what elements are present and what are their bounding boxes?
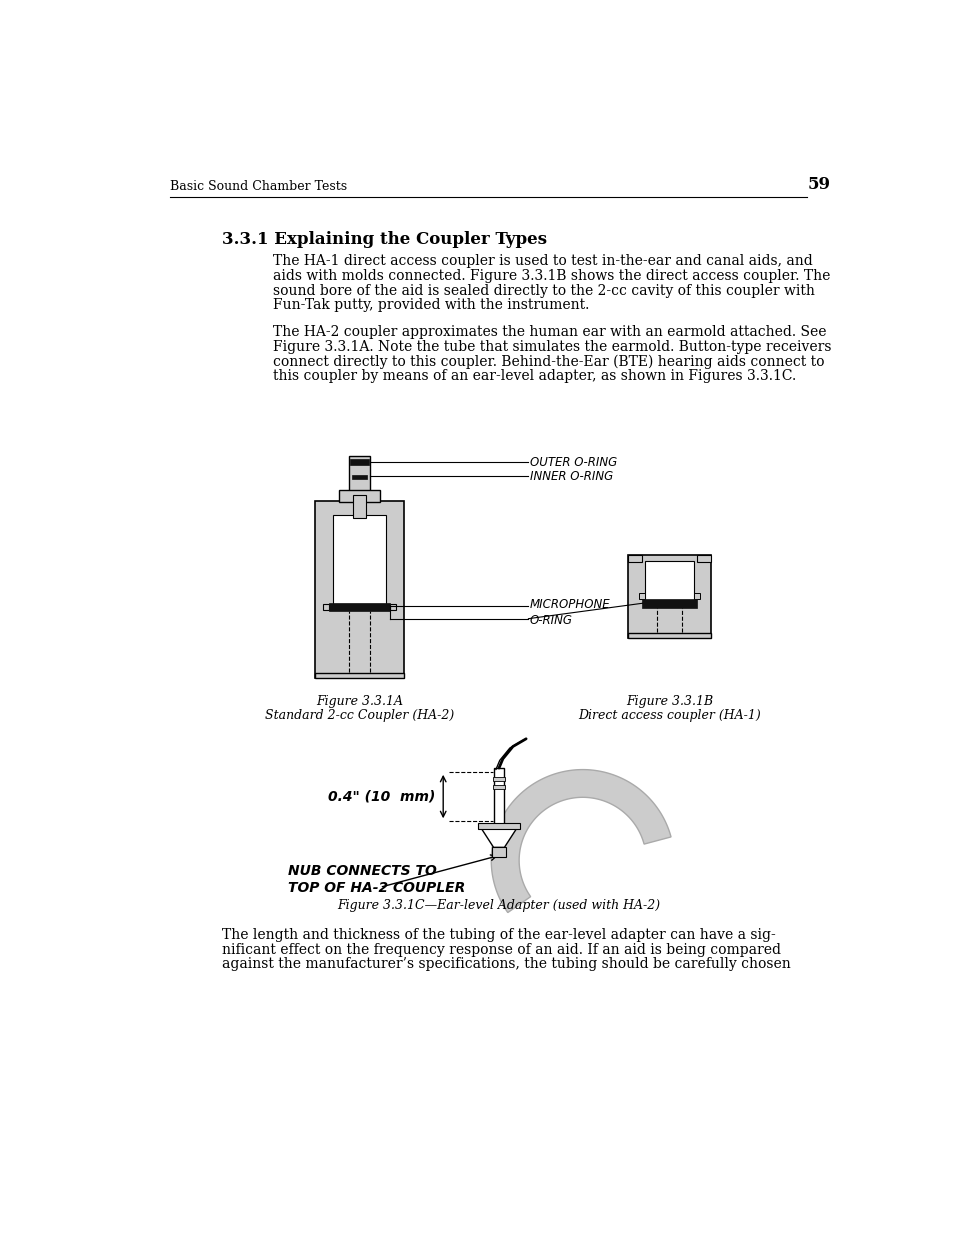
Bar	[628, 555, 710, 638]
Text: Basic Sound Chamber Tests: Basic Sound Chamber Tests	[171, 180, 347, 193]
Bar	[338, 490, 380, 503]
Text: connect directly to this coupler. Behind-the-Ear (BTE) hearing aids connect to: connect directly to this coupler. Behind…	[273, 354, 823, 369]
Bar	[696, 555, 710, 562]
Text: Figure 3.3.1B: Figure 3.3.1B	[625, 695, 712, 708]
Bar	[645, 561, 693, 601]
Bar	[390, 604, 395, 610]
Bar	[315, 501, 403, 678]
Bar	[639, 593, 645, 599]
Bar	[493, 777, 505, 782]
Text: The length and thickness of the tubing of the ear-level adapter can have a sig-: The length and thickness of the tubing o…	[221, 929, 775, 942]
Bar	[352, 474, 367, 478]
Bar	[348, 456, 370, 496]
Text: NUB CONNECTS TO
TOP OF HA-2 COUPLER: NUB CONNECTS TO TOP OF HA-2 COUPLER	[288, 864, 465, 894]
Text: nificant effect on the frequency response of an aid. If an aid is being compared: nificant effect on the frequency respons…	[221, 942, 780, 957]
Bar	[641, 599, 696, 608]
Text: Figure 3.3.1A: Figure 3.3.1A	[315, 695, 402, 708]
Text: aids with molds connected. Figure 3.3.1B shows the direct access coupler. The: aids with molds connected. Figure 3.3.1B…	[273, 269, 829, 283]
Text: Figure 3.3.1C—Ear-level Adapter (used with HA-2): Figure 3.3.1C—Ear-level Adapter (used wi…	[337, 899, 659, 911]
Text: against the manufacturer’s specifications, the tubing should be carefully chosen: against the manufacturer’s specification…	[221, 957, 789, 972]
Text: OUTER O-RING: OUTER O-RING	[530, 456, 617, 469]
Bar	[477, 823, 519, 829]
Bar	[492, 847, 505, 857]
Text: sound bore of the aid is sealed directly to the 2-cc cavity of this coupler with: sound bore of the aid is sealed directly…	[273, 284, 814, 298]
Bar	[350, 459, 369, 466]
Text: 3.3.1 Explaining the Coupler Types: 3.3.1 Explaining the Coupler Types	[221, 231, 546, 247]
Text: 0.4" (10  mm): 0.4" (10 mm)	[328, 789, 435, 804]
Text: 59: 59	[806, 175, 829, 193]
Text: The HA-2 coupler approximates the human ear with an earmold attached. See: The HA-2 coupler approximates the human …	[273, 325, 825, 340]
Bar	[628, 555, 641, 562]
Bar	[333, 515, 385, 608]
Bar	[353, 495, 366, 517]
Polygon shape	[491, 769, 670, 913]
Text: Figure 3.3.1A. Note the tube that simulates the earmold. Button-type receivers: Figure 3.3.1A. Note the tube that simula…	[273, 340, 830, 354]
Bar	[628, 634, 710, 638]
Text: The HA-1 direct access coupler is used to test in-the-ear and canal aids, and: The HA-1 direct access coupler is used t…	[273, 254, 812, 268]
Bar	[329, 603, 390, 611]
Text: this coupler by means of an ear-level adapter, as shown in Figures 3.3.1C.: this coupler by means of an ear-level ad…	[273, 369, 795, 383]
Bar	[315, 673, 403, 678]
Bar	[693, 593, 699, 599]
Text: INNER O-RING: INNER O-RING	[530, 469, 613, 483]
Text: MICROPHONE
O-RING: MICROPHONE O-RING	[530, 598, 610, 627]
Text: Fun-Tak putty, provided with the instrument.: Fun-Tak putty, provided with the instrum…	[273, 299, 588, 312]
Bar	[493, 785, 505, 789]
Text: Standard 2-cc Coupler (HA-2): Standard 2-cc Coupler (HA-2)	[265, 709, 454, 721]
Text: Direct access coupler (HA-1): Direct access coupler (HA-1)	[578, 709, 760, 721]
Bar	[494, 768, 503, 826]
Polygon shape	[479, 826, 517, 847]
Bar	[323, 604, 329, 610]
